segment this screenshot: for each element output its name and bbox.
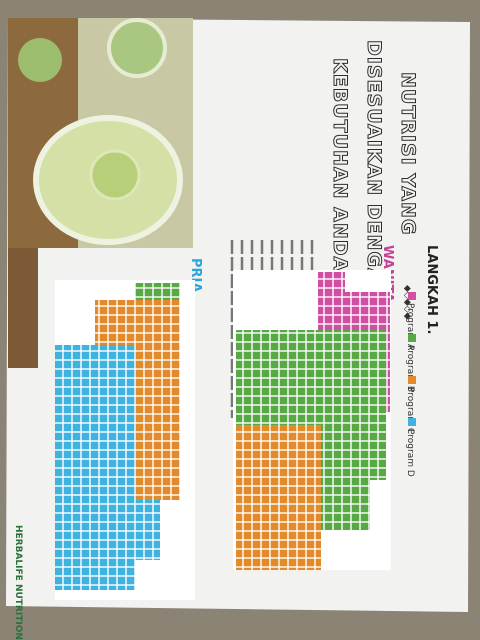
cucumber-slice — [89, 149, 141, 201]
tray — [8, 248, 38, 368]
grid-cells — [233, 270, 391, 570]
brand: HERBALIFE NUTRITION — [13, 525, 23, 640]
grid-cells — [55, 280, 195, 600]
cucumber — [107, 18, 167, 78]
legend-item: Program D — [405, 429, 415, 477]
grids — [55, 270, 391, 600]
legend-swatch — [408, 376, 416, 384]
ornament: ◆◇◆◇◆ — [402, 285, 412, 320]
title-line: DISESUAIKAN DENGAN — [363, 40, 385, 301]
legend-label: Program A — [405, 303, 415, 351]
legend-swatch — [408, 292, 416, 300]
legend-swatch — [408, 418, 416, 426]
step-title: LANGKAH 1. — [424, 245, 439, 334]
legend-swatch — [408, 334, 416, 342]
title-line: NUTRISI YANG — [397, 72, 419, 236]
legend-label: Program D — [405, 429, 415, 477]
legend-item: Program C — [405, 387, 415, 434]
legend-label: Program B — [405, 345, 415, 392]
title-line: KEBUTUHAN ANDA — [329, 58, 351, 272]
legend-item: Program B — [405, 345, 415, 392]
cucumber — [18, 38, 62, 82]
legend-item: Program A — [405, 303, 415, 351]
legend-label: Program C — [405, 387, 415, 434]
